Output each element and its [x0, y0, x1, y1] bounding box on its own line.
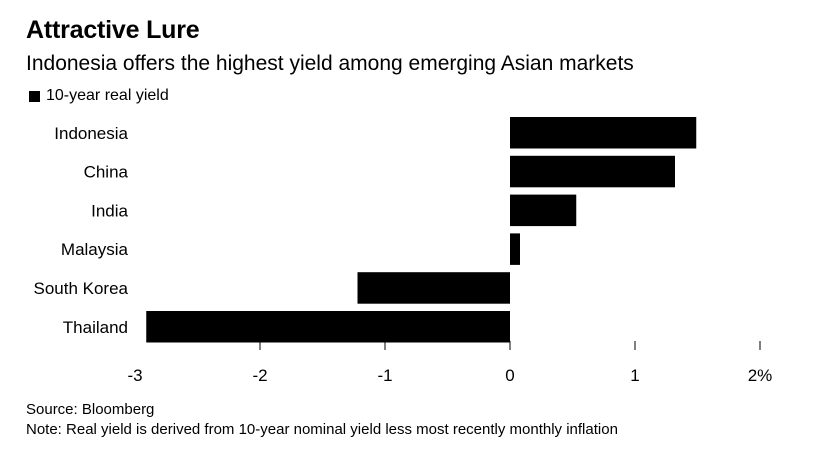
legend-swatch [29, 90, 40, 102]
bar-india [510, 194, 577, 227]
bar-south-korea [357, 272, 510, 304]
source-note: Source: Bloomberg [26, 401, 155, 418]
category-label: South Korea [33, 279, 128, 298]
tick-label: 1 [630, 366, 639, 385]
tick-label: 2% [748, 366, 773, 385]
bar-chart: Indonesia China India Malaysia South Korea Th… [33, 117, 772, 385]
category-label: Thailand [63, 318, 128, 337]
tick-label: -3 [127, 366, 142, 385]
tick-label: 0 [505, 366, 514, 385]
tick-labels: -3 -2 -1 0 1 2% [127, 366, 772, 385]
methodology-note: Note: Real yield is derived from 10-year… [26, 421, 618, 438]
legend: 10-year real yield [29, 87, 169, 105]
bar-china [510, 155, 675, 188]
bar-thailand [146, 311, 510, 343]
category-labels: Indonesia China India Malaysia South Korea Th… [33, 124, 128, 337]
tick-label: -1 [377, 366, 392, 385]
category-label: China [84, 163, 129, 182]
tick-label: -2 [252, 366, 267, 385]
bar-indonesia [510, 117, 697, 149]
bars [146, 117, 697, 343]
category-label: Indonesia [54, 124, 128, 143]
category-label: Malaysia [61, 240, 129, 259]
legend-label: 10-year real yield [46, 87, 169, 104]
category-label: India [91, 201, 128, 220]
chart-subtitle: Indonesia offers the highest yield among… [26, 52, 634, 75]
bar-malaysia [510, 233, 520, 265]
chart-title: Attractive Lure [26, 16, 200, 44]
